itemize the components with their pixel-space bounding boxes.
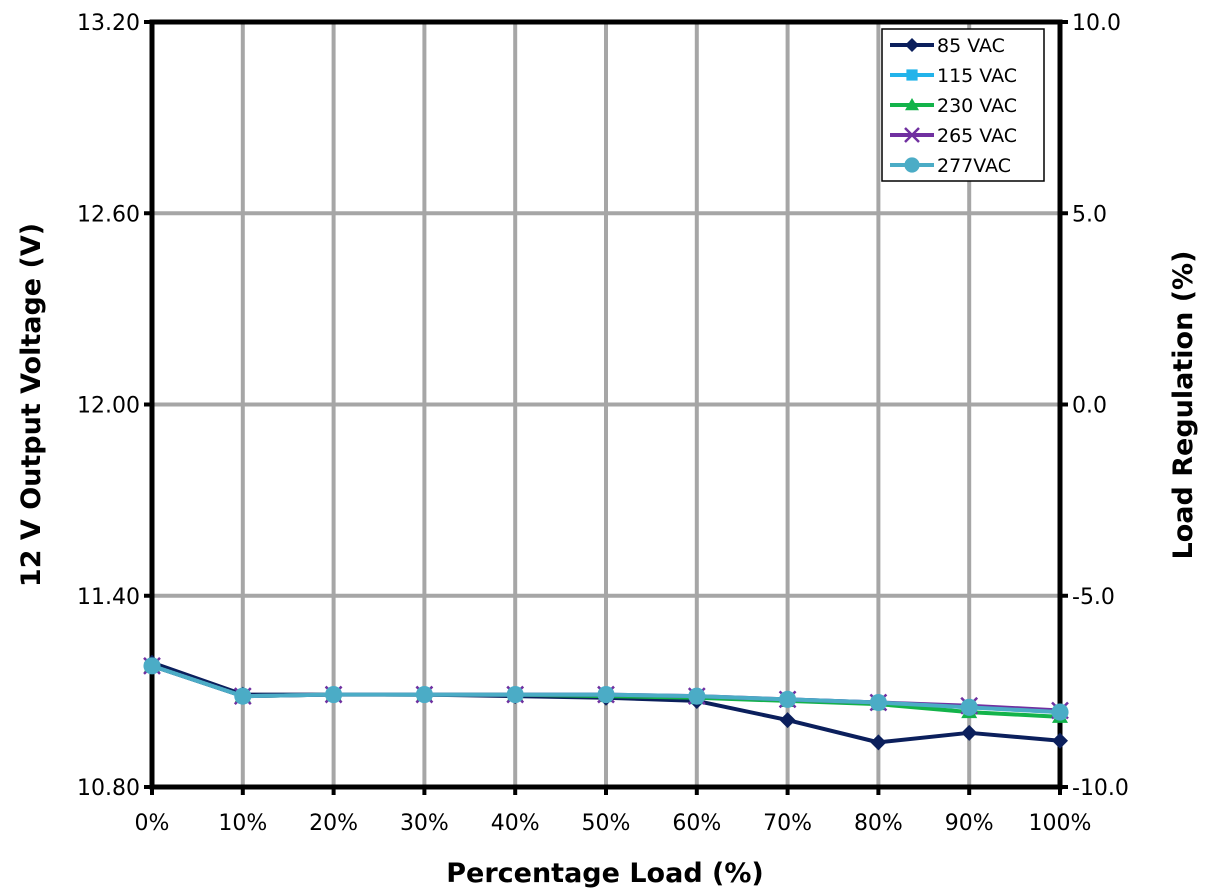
point (870, 734, 887, 751)
y2-tick-label: 0.0 (1072, 394, 1107, 419)
x-tick-label: 20% (309, 811, 358, 836)
y2-tick-label: 10.0 (1072, 11, 1121, 36)
point (904, 127, 920, 143)
y-tick-label: 12.60 (77, 202, 140, 227)
legend-label: 115 VAC (937, 65, 1017, 87)
y-tick-label: 10.80 (77, 776, 140, 801)
y-tick-label: 12.00 (77, 394, 140, 419)
point (905, 98, 919, 111)
legend: 85 VAC 115 VAC 230 VAC 265 VAC 277VAC (881, 28, 1045, 182)
x-tick-label: 70% (763, 811, 812, 836)
x-tick-label: 50% (582, 811, 631, 836)
point (325, 686, 343, 704)
x-tick-label: 10% (218, 811, 267, 836)
y-tick-label: 13.20 (77, 11, 140, 36)
x-axis-title: Percentage Load (%) (446, 858, 764, 889)
y-tick-label: 11.40 (77, 585, 140, 610)
legend-label: 277VAC (937, 155, 1011, 177)
point (961, 724, 978, 741)
x-tick-label: 40% (491, 811, 540, 836)
point (906, 69, 918, 81)
y2-tick-label: 5.0 (1072, 202, 1107, 227)
x-tick-label: 100% (1029, 811, 1092, 836)
point (905, 38, 919, 52)
point (1051, 703, 1069, 721)
point (234, 687, 252, 705)
point (779, 712, 796, 729)
x-tick-label: 60% (672, 811, 721, 836)
point (1052, 732, 1068, 749)
legend-label: 230 VAC (937, 95, 1017, 117)
point (143, 657, 161, 675)
y-axis-right: -10.0 -5.0 0.0 5.0 10.0 (1060, 11, 1129, 801)
x-tick-label: 30% (400, 811, 449, 836)
y2-tick-label: -5.0 (1072, 585, 1115, 610)
y-axis-left: 10.80 11.40 12.00 12.60 13.20 (77, 11, 152, 801)
point (869, 693, 887, 712)
x-tick-label: 0% (135, 811, 170, 836)
x-tick-label: 80% (854, 811, 903, 836)
legend-label: 85 VAC (937, 35, 1005, 57)
y-axis-title-right: Load Regulation (%) (1168, 251, 1199, 560)
point (904, 157, 920, 173)
point (506, 686, 524, 704)
point (688, 687, 706, 705)
series-layer (143, 654, 1069, 751)
x-tick-label: 90% (945, 811, 994, 836)
legend-label: 265 VAC (937, 125, 1017, 147)
point (415, 686, 433, 704)
series-277vac (143, 657, 1069, 721)
point (779, 690, 797, 708)
y2-tick-label: -10.0 (1072, 776, 1129, 801)
grid (152, 22, 1060, 787)
y-axis-title-left: 12 V Output Voltage (V) (16, 223, 47, 587)
point (960, 698, 978, 716)
x-axis: 0% 10% 20% 30% 40% 50% 60% 70% 80% 90% 100% (135, 787, 1092, 836)
point (597, 686, 615, 704)
